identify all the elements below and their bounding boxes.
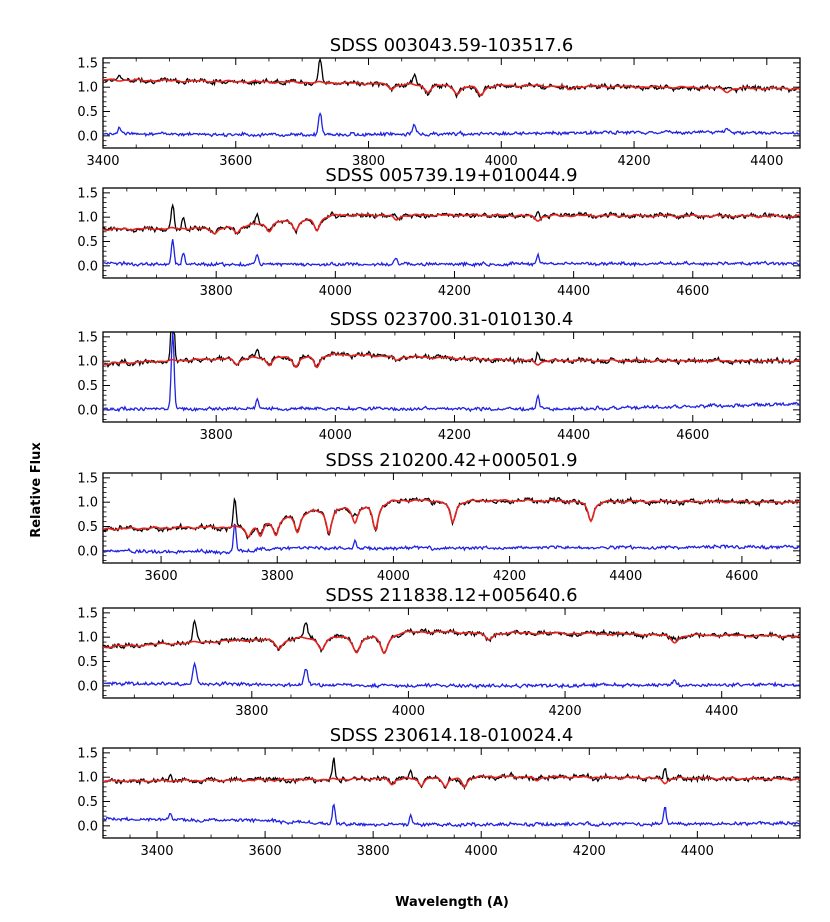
- x-tick-label: 4400: [750, 154, 783, 169]
- x-tick-label: 4200: [549, 704, 582, 719]
- y-tick-label: 1.5: [77, 746, 98, 761]
- model-spectrum-line: [102, 352, 801, 369]
- x-tick-label: 4200: [573, 844, 606, 859]
- y-tick-label: 1.5: [77, 56, 98, 71]
- y-tick-label: 1.0: [77, 771, 98, 786]
- x-tick-label: 4400: [681, 844, 714, 859]
- spectrum-panel-2: SDSS 005739.19+010044.9 3800 4000 4200 4400 4…: [77, 165, 801, 299]
- spectrum-panel-4: SDSS 210200.42+000501.9 3600 3800 4000 4200 4…: [77, 450, 801, 584]
- observed-spectrum-line: [102, 57, 801, 99]
- x-tick-label: 4000: [485, 154, 518, 169]
- plot-frame: [102, 331, 801, 423]
- observed-spectrum-line: [102, 619, 801, 655]
- y-tick-label: 0.0: [77, 403, 98, 418]
- x-tick-label: 4000: [319, 284, 352, 299]
- model-spectrum-line: [102, 630, 801, 655]
- panel-title: SDSS 023700.31-010130.4: [330, 309, 574, 330]
- y-tick-label: 1.5: [77, 330, 98, 345]
- x-tick-label: 3400: [140, 844, 173, 859]
- spectrum-panel-5: SDSS 211838.12+005640.6 3800 4000 4200 4400 0…: [77, 585, 801, 719]
- residual-spectrum-line: [102, 661, 801, 690]
- x-tick-label: 3600: [145, 569, 178, 584]
- y-tick-label: 1.0: [77, 355, 98, 370]
- plot-frame: [102, 187, 801, 279]
- y-tick-label: 0.0: [77, 679, 98, 694]
- x-tick-label: 3800: [352, 154, 385, 169]
- y-tick-label: 0.5: [77, 235, 98, 250]
- y-tick-label: 0.0: [77, 129, 98, 144]
- model-spectrum-line: [102, 774, 801, 789]
- y-tick-label: 1.0: [77, 81, 98, 96]
- x-tick-label: 3600: [219, 154, 252, 169]
- residual-spectrum-line: [102, 239, 801, 268]
- model-spectrum-line: [102, 78, 801, 97]
- y-tick-label: 1.0: [77, 631, 98, 646]
- y-tick-label: 1.0: [77, 211, 98, 226]
- x-tick-label: 4400: [557, 428, 590, 443]
- observed-spectrum-line: [102, 757, 801, 791]
- x-tick-label: 4200: [618, 154, 651, 169]
- y-tick-label: 0.0: [77, 819, 98, 834]
- residual-spectrum-line: [102, 112, 801, 138]
- panel-title: SDSS 005739.19+010044.9: [325, 165, 577, 186]
- plot-frame: [102, 607, 801, 699]
- y-tick-label: 1.5: [77, 606, 98, 621]
- panel-title: SDSS 230614.18-010024.4: [330, 725, 574, 746]
- x-tick-label: 4000: [465, 844, 498, 859]
- spectrum-panel-6: SDSS 230614.18-010024.4 3400 3600 3800 4000 4…: [77, 725, 801, 859]
- x-tick-label: 4200: [493, 569, 526, 584]
- x-tick-label: 4000: [319, 428, 352, 443]
- spectrum-panel-1: SDSS 003043.59-103517.6 3400 3600 3800 4000 4…: [77, 35, 801, 169]
- x-tick-label: 4400: [705, 704, 738, 719]
- y-tick-label: 0.0: [77, 544, 98, 559]
- spectrum-panel-3: SDSS 023700.31-010130.4 3800 4000 4200 4400 4…: [77, 309, 801, 443]
- x-axis-label: Wavelength (A): [395, 895, 509, 910]
- y-tick-label: 0.0: [77, 259, 98, 274]
- y-tick-label: 0.5: [77, 379, 98, 394]
- x-tick-label: 4200: [438, 284, 471, 299]
- y-tick-label: 1.5: [77, 186, 98, 201]
- residual-spectrum-line: [102, 331, 800, 413]
- x-tick-label: 4600: [725, 569, 758, 584]
- x-tick-label: 4400: [609, 569, 642, 584]
- x-tick-label: 3800: [200, 284, 233, 299]
- residual-spectrum-line: [102, 523, 801, 556]
- plot-frame: [102, 747, 801, 839]
- y-tick-label: 0.5: [77, 655, 98, 670]
- y-tick-label: 0.5: [77, 105, 98, 120]
- plot-frame: [102, 57, 801, 149]
- x-tick-label: 3800: [235, 704, 268, 719]
- x-tick-label: 3400: [86, 154, 119, 169]
- spectra-panels: SDSS 003043.59-103517.6 3400 3600 3800 4000 4…: [77, 35, 801, 859]
- model-spectrum-line: [102, 213, 801, 235]
- panel-title: SDSS 003043.59-103517.6: [330, 35, 574, 56]
- x-tick-label: 3800: [357, 844, 390, 859]
- x-tick-label: 4200: [438, 428, 471, 443]
- x-tick-label: 4000: [392, 704, 425, 719]
- model-spectrum-line: [102, 498, 801, 539]
- x-tick-label: 3800: [200, 428, 233, 443]
- y-tick-label: 1.0: [77, 496, 98, 511]
- x-tick-label: 3600: [249, 844, 282, 859]
- y-tick-label: 0.5: [77, 520, 98, 535]
- panel-title: SDSS 210200.42+000501.9: [325, 450, 577, 471]
- x-tick-label: 3800: [261, 569, 294, 584]
- x-tick-label: 4400: [557, 284, 590, 299]
- x-tick-label: 4000: [377, 569, 410, 584]
- residual-spectrum-line: [102, 803, 801, 828]
- observed-spectrum-line: [102, 331, 801, 368]
- y-tick-label: 0.5: [77, 795, 98, 810]
- y-tick-label: 1.5: [77, 471, 98, 486]
- x-tick-label: 4600: [676, 428, 709, 443]
- panel-title: SDSS 211838.12+005640.6: [325, 585, 577, 606]
- x-tick-label: 4600: [676, 284, 709, 299]
- y-axis-label: Relative Flux: [29, 442, 44, 538]
